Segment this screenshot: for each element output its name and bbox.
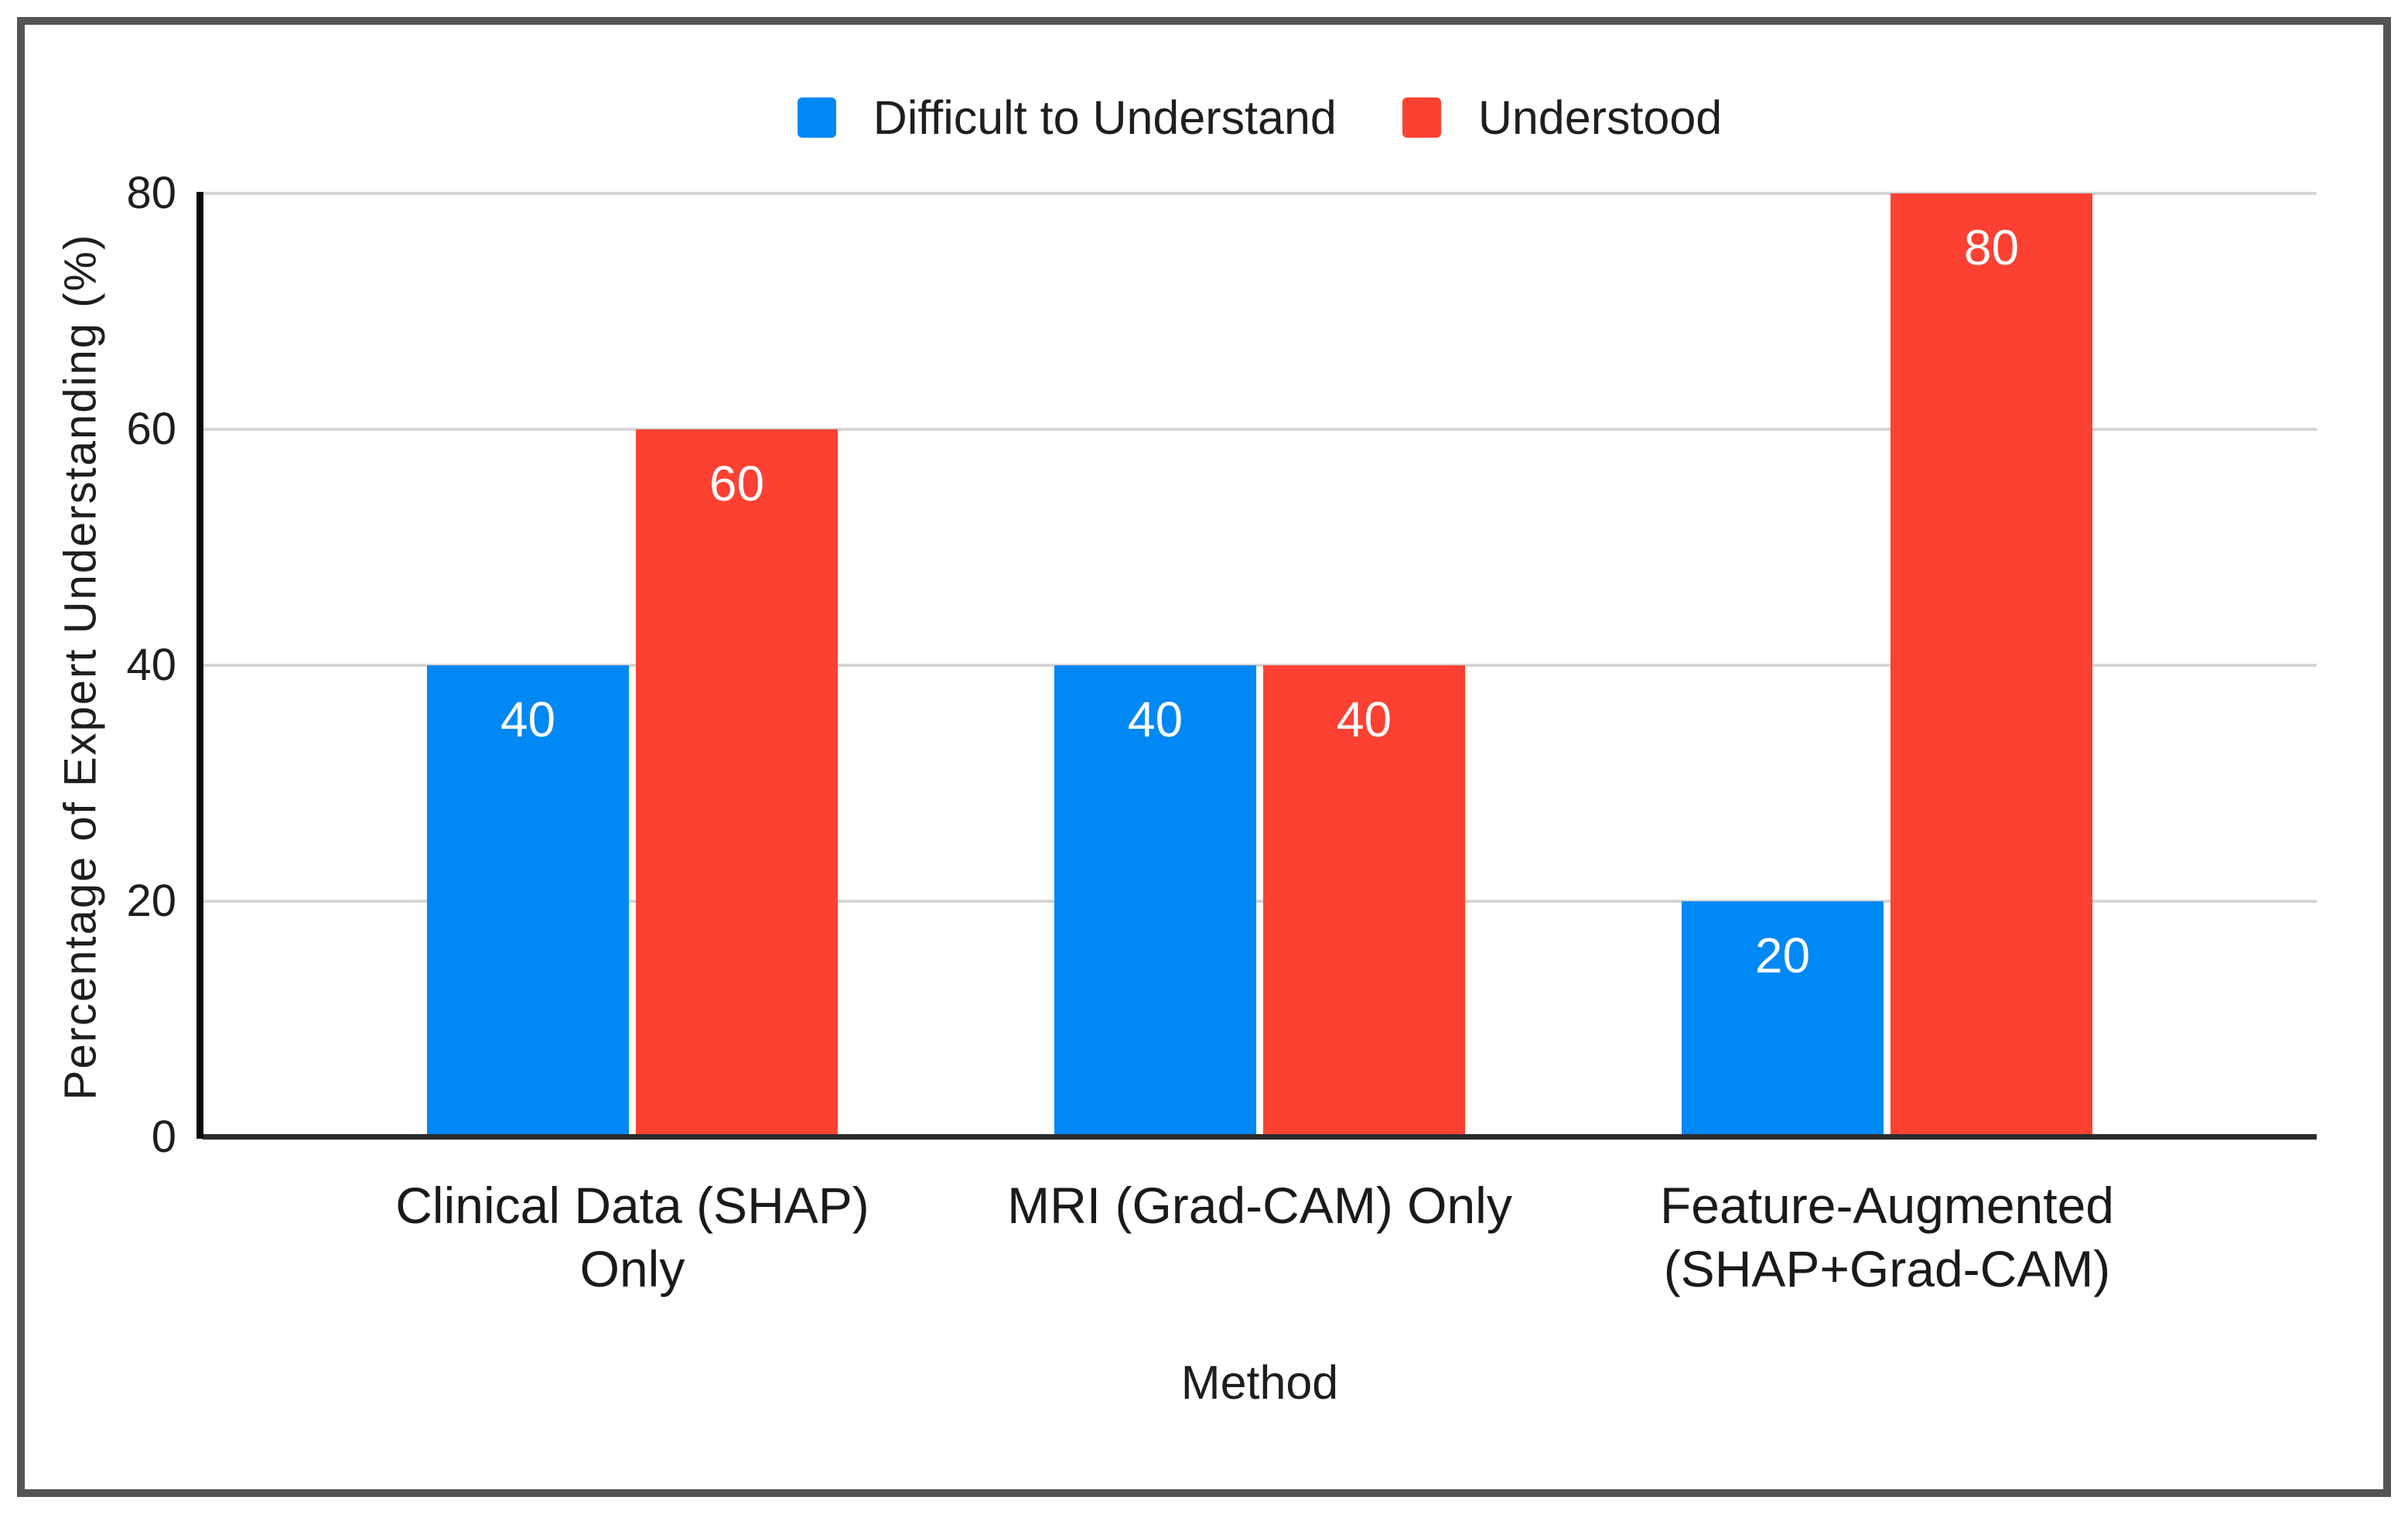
- bar-value-label: 60: [709, 456, 765, 511]
- y-axis-line: [196, 192, 203, 1139]
- legend-item: Difficult to Understand: [797, 91, 1337, 144]
- bar: 40: [1054, 665, 1256, 1137]
- bar-value-label: 80: [1963, 220, 2020, 275]
- bar-group: 20 80: [1573, 193, 2201, 1137]
- gridline: [203, 900, 2317, 903]
- legend: Difficult to Understand Understood: [203, 87, 2317, 149]
- x-category-label: MRI (Grad-CAM) Only: [1007, 1177, 1512, 1234]
- bar-group: 40 60: [319, 193, 946, 1137]
- gridline: [203, 664, 2317, 667]
- y-tick-label: 0: [151, 1112, 176, 1162]
- y-tick-label: 40: [126, 640, 176, 690]
- bar: 40: [1263, 665, 1465, 1137]
- plot-area: 40 60 40 40 20 80: [196, 192, 2317, 1140]
- bar-group: 40 40: [946, 193, 1573, 1137]
- x-axis-title: Method: [1180, 1356, 1339, 1409]
- legend-label: Difficult to Understand: [873, 91, 1337, 144]
- bar: 60: [636, 429, 838, 1137]
- bar-value-label: 40: [500, 692, 556, 747]
- legend-color-swatch: [1402, 97, 1441, 138]
- y-tick-label: 60: [126, 404, 176, 454]
- bar: 40: [427, 665, 629, 1137]
- bars-container: 40 60 40 40 20 80: [319, 193, 2201, 1137]
- gridline: [203, 192, 2317, 195]
- x-axis-labels: Clinical Data (SHAP) Only MRI (Grad-CAM) …: [319, 1174, 2201, 1301]
- legend-item: Understood: [1402, 94, 1722, 142]
- y-tick-label: 20: [126, 876, 176, 926]
- y-axis-tick-labels: 0 20 40 60 80: [0, 0, 176, 1514]
- bar-value-label: 40: [1336, 692, 1392, 747]
- bar-value-label: 20: [1754, 928, 1811, 983]
- chart-outer-border: [17, 17, 2391, 1497]
- x-category-label: Clinical Data (SHAP) Only: [395, 1177, 869, 1297]
- y-tick-label: 80: [126, 168, 176, 218]
- bar-value-label: 40: [1127, 692, 1184, 747]
- x-axis-line: [203, 1134, 2317, 1140]
- bar: 80: [1891, 193, 2092, 1137]
- x-category-label: Feature-Augmented (SHAP+Grad-CAM): [1659, 1177, 2114, 1297]
- bar: 20: [1682, 901, 1884, 1137]
- legend-label: Understood: [1477, 91, 1723, 144]
- legend-color-swatch: [797, 97, 836, 138]
- gridline: [203, 428, 2317, 431]
